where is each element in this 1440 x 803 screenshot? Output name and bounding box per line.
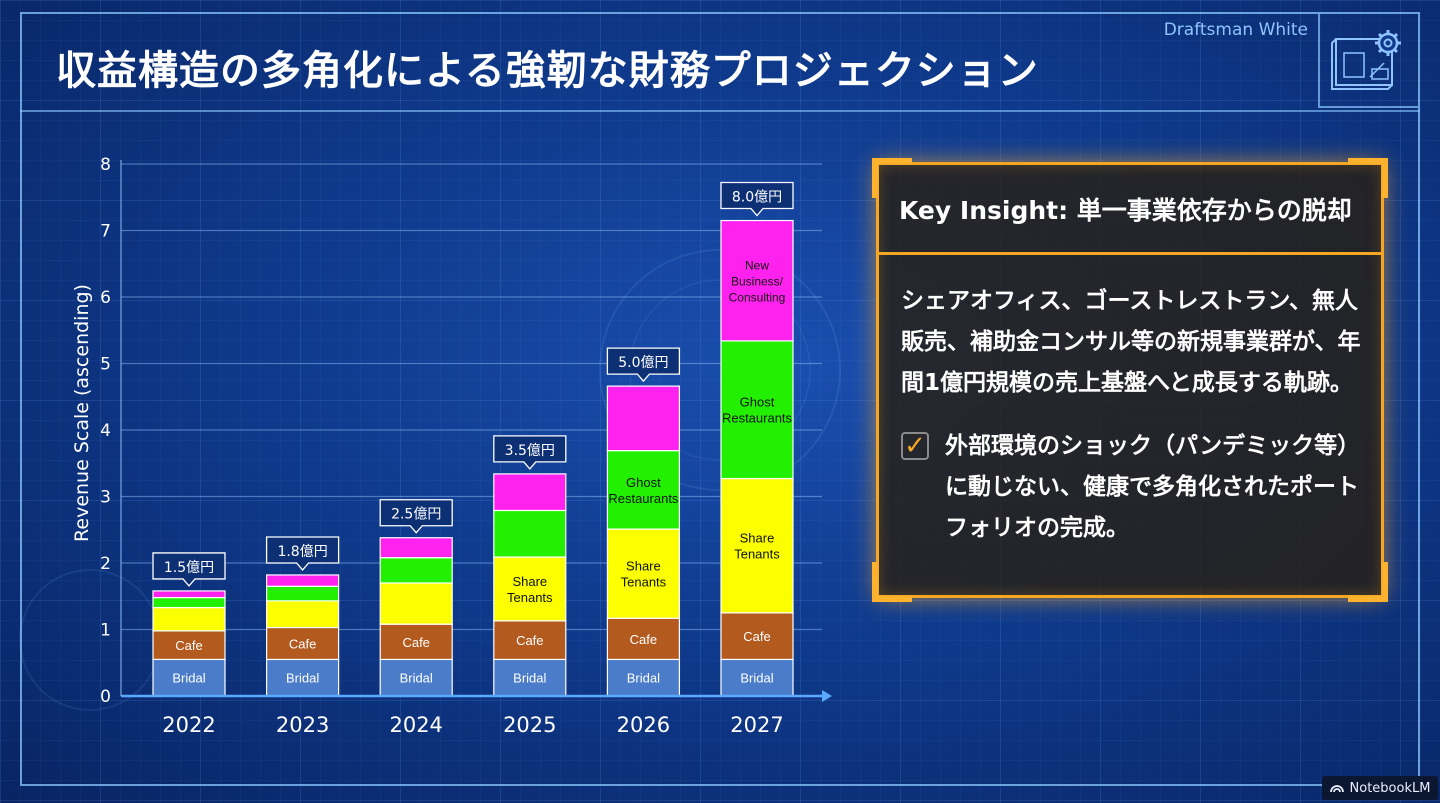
x-tick-label: 2024 [389,713,442,737]
panel-corner [872,562,912,602]
bar-segment [606,617,681,661]
total-label: 8.0億円 [732,190,782,206]
bar-segment [152,658,226,697]
segment-label: Share Tenants [621,559,667,590]
segment-label: Cafe [630,632,657,647]
bar-segment [720,477,794,614]
bar-segment [606,450,681,530]
y-tick-label: 3 [100,488,111,508]
x-axis-arrow [822,690,832,702]
brand-label: Draftsman White [1163,20,1308,40]
segment-label: Share Tenants [507,574,553,605]
panel-corner [1348,562,1388,602]
y-tick-label: 2 [100,554,111,574]
insight-heading: Key Insight: 単一事業依存からの脱却 [879,165,1381,255]
total-callout: 1.8億円 [265,536,340,571]
slide-frame [20,12,1420,786]
bar-segment [266,626,340,661]
bar-segment [720,612,794,661]
blueprint-gear-icon [1318,14,1418,108]
total-callout: 2.5億円 [379,499,453,534]
chart-gridlines [121,163,822,697]
bar-segment [152,630,226,661]
segment-label: Bridal [400,671,433,686]
chart-bars: Bridal Cafe 1.5億円 Bridal Cafe 1.8億円 Bridal Cafe… [152,181,794,697]
total-callout: 1.5億円 [152,552,226,587]
chart-axes: 0 1 2 3 4 5 6 7 8 2022 2023 2024 2025 2026 2027 [100,155,832,737]
total-callout: 5.0億円 [606,347,681,383]
checkbox-check-icon: ✓ [901,432,929,460]
insight-check-text: 外部環境のショック（パンデミック等）に動じない、健康で多角化されたポートフォリオ… [945,433,1361,541]
y-tick-label: 1 [100,621,111,641]
stacked-bar-chart: Bridal Cafe 1.5億円 Bridal Cafe 1.8億円 Bridal Cafe… [19,155,841,737]
total-label: 1.8億円 [277,544,327,560]
segment-label: Ghost Restaurants [608,475,679,506]
total-label: 5.0億円 [618,355,668,371]
footer-label: NotebookLM [1349,780,1431,796]
bar-segment [606,528,681,619]
page-title: 収益構造の多角化による強靭な財務プロジェクション [56,48,1039,94]
key-insight-panel: Key Insight: 単一事業依存からの脱却 シェアオフィス、ゴーストレスト… [872,158,1388,602]
insight-body-text: シェアオフィス、ゴーストレストラン、無人販売、補助金コンサル等の新規事業群が、年… [901,288,1361,396]
bar-segment [720,340,794,480]
y-tick-label: 0 [100,687,111,707]
segment-label: New Business/Consulting [729,259,786,305]
y-tick-label: 5 [100,355,111,375]
segment-label: Cafe [743,629,770,644]
y-tick-label: 8 [100,155,111,175]
bar-segment [152,590,226,599]
segment-label: Bridal [172,671,205,686]
bar-segment [152,606,226,632]
notebooklm-badge: NotebookLM [1322,776,1438,800]
x-tick-label: 2026 [617,713,670,737]
bar-segment [379,582,453,625]
bar-segment [493,556,567,622]
x-tick-label: 2022 [162,713,215,737]
segment-label: Cafe [402,635,429,650]
y-tick-label: 7 [100,222,111,242]
notebooklm-logo-icon [1329,785,1344,793]
total-callout: 8.0億円 [720,181,794,217]
total-callout: 3.5億円 [493,435,567,470]
panel-corner [872,158,912,198]
segment-label: Bridal [513,671,546,686]
bar-segment [493,509,567,558]
y-tick-label: 4 [100,421,111,441]
total-label: 1.5億円 [164,560,214,576]
bar-segment [152,596,226,609]
bar-segment [266,585,340,602]
bar-segment [379,623,453,661]
bar-segment [379,658,453,697]
bar-segment [493,620,567,661]
x-tick-label: 2023 [276,713,329,737]
segment-label: Cafe [289,636,316,651]
y-tick-label: 6 [100,288,111,308]
x-tick-label: 2025 [503,713,556,737]
header-divider [20,110,1420,112]
bar-segment [379,537,453,559]
insight-check-item: ✓ 外部環境のショック（パンデミック等）に動じない、健康で多角化されたポートフォ… [901,426,1361,549]
x-tick-label: 2027 [730,713,783,737]
segment-label: Bridal [627,671,660,686]
bar-segment [379,557,453,584]
bar-segment [606,658,681,697]
panel-corner [1348,158,1388,198]
y-axis-label: Revenue Scale (ascending) [71,284,93,542]
total-label: 2.5億円 [391,507,441,523]
bar-segment [606,385,681,452]
bar-segment [493,473,567,512]
bar-segment [266,600,340,629]
segment-label: Bridal [740,671,773,686]
segment-label: Cafe [175,638,202,653]
segment-label: Share Tenants [734,531,780,562]
segment-label: Cafe [516,633,543,648]
bar-segment [720,219,794,342]
segment-label: Bridal [286,671,319,686]
bar-segment [266,574,340,587]
total-label: 3.5億円 [505,443,555,459]
segment-label: Ghost Restaurants [722,395,793,426]
bar-segment [720,658,794,697]
